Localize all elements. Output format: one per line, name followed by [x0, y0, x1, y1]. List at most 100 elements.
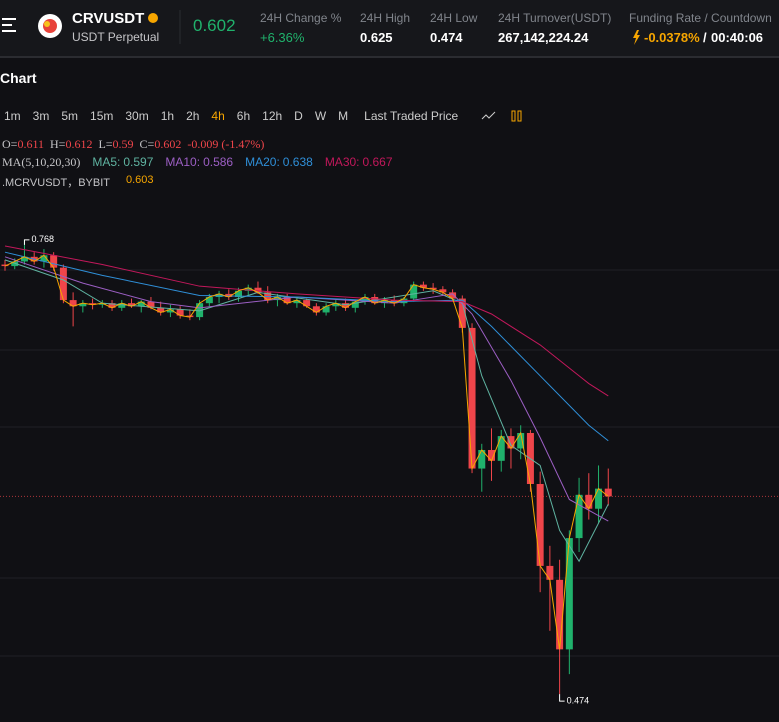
candle-body — [59, 267, 67, 301]
interval-button[interactable]: 30m — [125, 109, 149, 123]
candle-body — [468, 327, 476, 469]
interval-button[interactable]: M — [338, 109, 349, 123]
ohlc-value: 0.602 — [154, 137, 182, 151]
candle-body — [196, 303, 204, 318]
contract: USDT Perpetual — [72, 30, 160, 44]
candle-body — [332, 303, 340, 307]
candle-body — [303, 300, 311, 307]
candle-body — [546, 565, 554, 580]
change: -0.009 (-1.47%) — [187, 137, 265, 151]
symbol[interactable]: CRVUSDT — [72, 10, 145, 27]
ma-value: 0.597 — [123, 155, 154, 169]
candle-body — [419, 284, 427, 288]
interval-button[interactable]: W — [314, 109, 327, 123]
header-icons — [0, 0, 779, 58]
candle-body — [449, 292, 457, 299]
ma-label: MA10: — [165, 155, 201, 169]
stat-value: +6.36% — [260, 30, 305, 45]
stat-value: 0.625 — [360, 30, 393, 45]
ma-item: MA20: 0.638 — [245, 155, 313, 170]
candle-body — [458, 298, 466, 328]
ma-value: 0.586 — [203, 155, 234, 169]
candle-body — [342, 303, 350, 308]
header-bg — [0, 0, 779, 56]
interval-button[interactable]: 2h — [186, 109, 200, 123]
ma-line — [4, 245, 609, 397]
ohlc-label: C= — [139, 137, 155, 151]
interval-button[interactable]: 12h — [262, 109, 283, 123]
low-label: 0.474 — [567, 696, 590, 706]
interval-button[interactable]: 4h — [211, 109, 225, 123]
section-title: Chart — [0, 70, 37, 86]
candle-body — [293, 300, 301, 304]
candle-body — [478, 450, 486, 469]
candle-body — [322, 306, 330, 313]
candle-body — [585, 494, 593, 509]
ohlc-value: 0.59 — [112, 137, 134, 151]
candle-body — [244, 287, 252, 291]
candle-body — [565, 538, 573, 650]
interval-button[interactable]: 5m — [61, 109, 79, 123]
funding-label: Funding Rate / Countdown — [629, 11, 772, 25]
toolbar: 1m 3m 5m 15m 30m 1h 2h 4h 6h 12h D W M Last Traded Pr… — [4, 109, 530, 123]
interval-button[interactable]: 15m — [90, 109, 114, 123]
ma-item: MA30: 0.667 — [325, 155, 393, 170]
ohlc-value: 0.611 — [17, 137, 44, 151]
mark-row: .MCRVUSDT，BYBIT 0.603 — [2, 174, 154, 190]
interval-button[interactable]: 3m — [32, 109, 50, 123]
candle-body — [439, 289, 447, 293]
candle-body — [127, 303, 135, 307]
interval-button[interactable]: 1m — [4, 109, 21, 123]
tool-icons[interactable] — [470, 109, 530, 123]
grid — [0, 269, 779, 657]
candle-body — [1, 264, 9, 267]
ma-item: MA5: 0.597 — [92, 155, 153, 170]
candle-body — [40, 255, 48, 262]
candle-body — [79, 303, 87, 307]
ma-label: MA5: — [92, 155, 121, 169]
ohlc-label: L= — [98, 137, 113, 151]
candle-body — [507, 436, 515, 449]
high-marker — [23, 239, 30, 245]
candle-body — [536, 484, 544, 566]
candle-body — [517, 433, 525, 449]
candle-body — [604, 488, 612, 497]
candle-body — [351, 301, 359, 308]
candle-body — [254, 287, 262, 293]
ma-item: MA10: 0.586 — [165, 155, 233, 170]
info-icon[interactable] — [148, 13, 158, 23]
candle-body — [50, 255, 58, 268]
ohlc-row: O=0.611 H=0.612 L=0.59 C=0.602 -0.009 (-1.47… — [2, 137, 264, 152]
candle-body — [312, 306, 320, 313]
stat-label: 24H High — [360, 11, 411, 25]
candle-body — [20, 256, 28, 262]
countdown: 00:40:06 — [711, 30, 764, 45]
candle-body — [556, 579, 564, 650]
stat-label: 24H Turnover(USDT) — [498, 11, 612, 25]
low-marker — [559, 694, 565, 702]
candle-body — [361, 297, 369, 302]
candle-body — [147, 301, 155, 308]
candle-body — [283, 297, 291, 304]
candle-body — [595, 488, 603, 509]
menu-icon[interactable] — [2, 18, 16, 32]
ohlc-item: C=0.602 — [140, 137, 182, 152]
stat-value: 267,142,224.24 — [498, 30, 589, 45]
candle-body — [410, 284, 418, 299]
interval-button[interactable]: 1h — [160, 109, 175, 123]
candle-body — [235, 290, 243, 297]
price-source[interactable]: Last Traded Price — [364, 109, 459, 123]
candle-body — [497, 436, 505, 461]
candle-body — [176, 309, 184, 316]
ohlc-label: O= — [2, 137, 18, 151]
candle-body — [118, 303, 126, 308]
candle-body — [89, 303, 97, 305]
ma-line — [4, 256, 609, 522]
stat-label: 24H Low — [430, 11, 478, 25]
interval-button[interactable]: D — [294, 109, 303, 123]
ma-row: MA(5,10,20,30) MA5: 0.597 MA10: 0.586 MA20: 0… — [2, 155, 393, 170]
interval-button[interactable]: 6h — [236, 109, 251, 123]
coin-logo-dot — [44, 21, 50, 27]
